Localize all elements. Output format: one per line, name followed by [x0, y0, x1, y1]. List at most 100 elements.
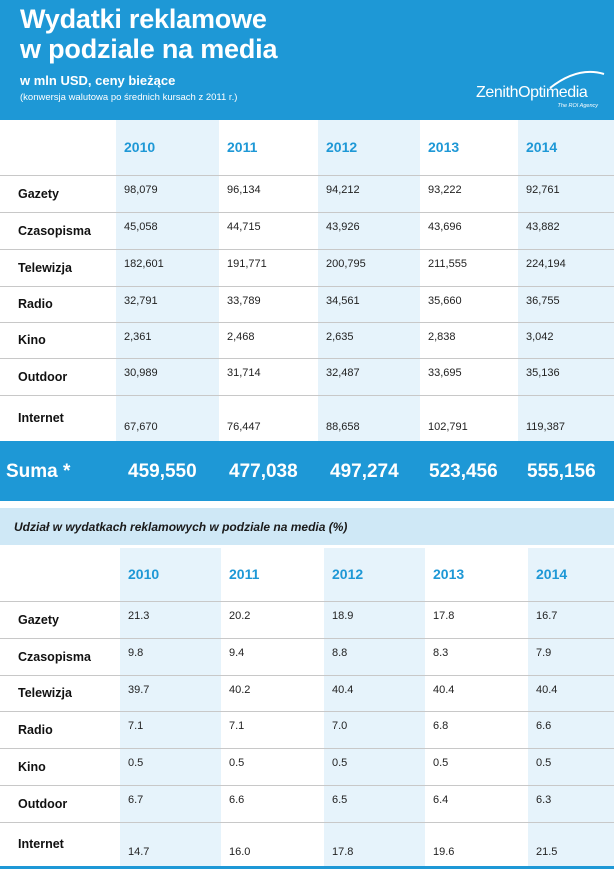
year-header: 2010	[116, 120, 219, 176]
total-row: Suma * 459,550 477,038 497,274 523,456 5…	[0, 441, 614, 501]
row-label: Kino	[0, 322, 116, 359]
table-cell: 6.7	[120, 785, 221, 823]
table-cell: 7.1	[120, 711, 221, 749]
table-cell: 211,555	[420, 249, 518, 287]
share-section-title: Udział w wydatkach reklamowych w podzial…	[14, 520, 348, 534]
row-label: Telewizja	[0, 249, 116, 287]
total-label: Suma *	[6, 461, 71, 482]
year-header: 2011	[221, 548, 324, 602]
table-cell: 36,755	[518, 286, 614, 323]
share-table: 2010 2011 2012 2013 2014 Gazety 21.3 20.2 18.9 17…	[0, 548, 614, 866]
table-row: Czasopisma 9.8 9.4 8.8 8.3 7.9	[0, 638, 614, 676]
table-cell: 9.8	[120, 638, 221, 676]
logo-arc-icon	[549, 70, 605, 89]
table-cell: 30,989	[116, 358, 219, 396]
table-cell: 96,134	[219, 175, 318, 213]
table-cell: 17.8	[425, 601, 528, 639]
table-row: Internet 67,670 76,447 88,658 102,791 119,387	[0, 395, 614, 441]
table-cell: 6.3	[528, 785, 614, 823]
table-cell: 44,715	[219, 212, 318, 250]
table-cell: 2,468	[219, 322, 318, 359]
table-cell: 21.3	[120, 601, 221, 639]
table-cell: 0.5	[120, 748, 221, 786]
table-cell: 8.8	[324, 638, 425, 676]
table-cell: 9.4	[221, 638, 324, 676]
table-cell: 40.4	[324, 675, 425, 712]
row-label: Outdoor	[0, 785, 120, 823]
spend-table: 2010 2011 2012 2013 2014 Gazety 98,079 96,134 94…	[0, 120, 614, 441]
table-row: Radio 7.1 7.1 7.0 6.8 6.6	[0, 711, 614, 749]
table-cell: 39.7	[120, 675, 221, 712]
table-cell: 92,761	[518, 175, 614, 213]
table-cell: 7.0	[324, 711, 425, 749]
table-row: Kino 2,361 2,468 2,635 2,838 3,042	[0, 322, 614, 359]
total-value: 497,274	[330, 461, 399, 482]
row-label: Radio	[0, 711, 120, 749]
currency-note: (konwersja walutowa po średnich kursach …	[20, 92, 238, 103]
year-header: 2012	[324, 548, 425, 602]
table-cell: 33,695	[420, 358, 518, 396]
year-header: 2013	[425, 548, 528, 602]
table-cell: 33,789	[219, 286, 318, 323]
table-cell: 0.5	[528, 748, 614, 786]
title-line-1: Wydatki reklamowe	[20, 4, 267, 34]
year-header: 2014	[528, 548, 614, 602]
total-value: 477,038	[229, 461, 298, 482]
total-value: 555,156	[527, 461, 596, 482]
year-header: 2012	[318, 120, 420, 176]
logo-wordmark: ZenithOptimedia	[476, 84, 588, 101]
table-cell: 224,194	[518, 249, 614, 287]
bottom-rule	[0, 866, 614, 869]
row-label: Outdoor	[0, 358, 116, 396]
table-cell: 93,222	[420, 175, 518, 213]
table-cell: 182,601	[116, 249, 219, 287]
table-cell: 7.1	[221, 711, 324, 749]
table-cell: 43,882	[518, 212, 614, 250]
total-value: 459,550	[128, 461, 197, 482]
table-cell: 2,838	[420, 322, 518, 359]
table-cell: 32,791	[116, 286, 219, 323]
table-row: Gazety 98,079 96,134 94,212 93,222 92,761	[0, 175, 614, 213]
table-cell: 119,387	[518, 395, 614, 441]
table-cell: 191,771	[219, 249, 318, 287]
table-row: Telewizja 39.7 40.2 40.4 40.4 40.4	[0, 675, 614, 712]
table-cell: 76,447	[227, 421, 261, 433]
corner-cell	[0, 120, 116, 176]
table-row: Internet 14.7 16.0 17.8 19.6 21.5	[0, 822, 614, 866]
table-cell: 43,696	[420, 212, 518, 250]
table-cell: 8.3	[425, 638, 528, 676]
table-cell: 16.0	[229, 846, 251, 858]
table-cell: 0.5	[324, 748, 425, 786]
table-cell: 94,212	[318, 175, 420, 213]
subtitle: w mln USD, ceny bieżące	[20, 73, 176, 88]
table-cell: 35,660	[420, 286, 518, 323]
zenithoptimedia-logo: ZenithOptimedia The ROI Agency	[476, 70, 605, 116]
table-cell: 88,658	[318, 395, 420, 441]
table-cell: 17.8	[324, 822, 425, 866]
table-cell: 67,670	[116, 395, 219, 441]
share-section-header: Udział w wydatkach reklamowych w podzial…	[0, 508, 614, 545]
table-cell: 19.6	[433, 846, 455, 858]
table-cell: 6.6	[221, 785, 324, 823]
table-cell: 2,635	[318, 322, 420, 359]
row-label: Czasopisma	[0, 638, 120, 676]
logo-tagline: The ROI Agency	[557, 103, 598, 109]
table-row: Outdoor 6.7 6.6 6.5 6.4 6.3	[0, 785, 614, 823]
corner-cell	[0, 548, 120, 602]
table-cell: 16.7	[528, 601, 614, 639]
table-cell: 31,714	[219, 358, 318, 396]
table-cell: 3,042	[518, 322, 614, 359]
table-cell: 200,795	[318, 249, 420, 287]
table-cell: 6.4	[425, 785, 528, 823]
table-cell: 0.5	[425, 748, 528, 786]
table-cell: 40.2	[221, 675, 324, 712]
year-header-row: 2010 2011 2012 2013 2014	[0, 120, 614, 176]
row-label: Radio	[0, 286, 116, 323]
table-row: Czasopisma 45,058 44,715 43,926 43,696 43,882	[0, 212, 614, 250]
year-header: 2014	[518, 120, 614, 176]
table-cell: 98,079	[116, 175, 219, 213]
title-line-2: w podziale na media	[20, 34, 278, 64]
table-cell: 45,058	[116, 212, 219, 250]
table-cell: 102,791	[428, 421, 468, 433]
row-label: Kino	[0, 748, 120, 786]
